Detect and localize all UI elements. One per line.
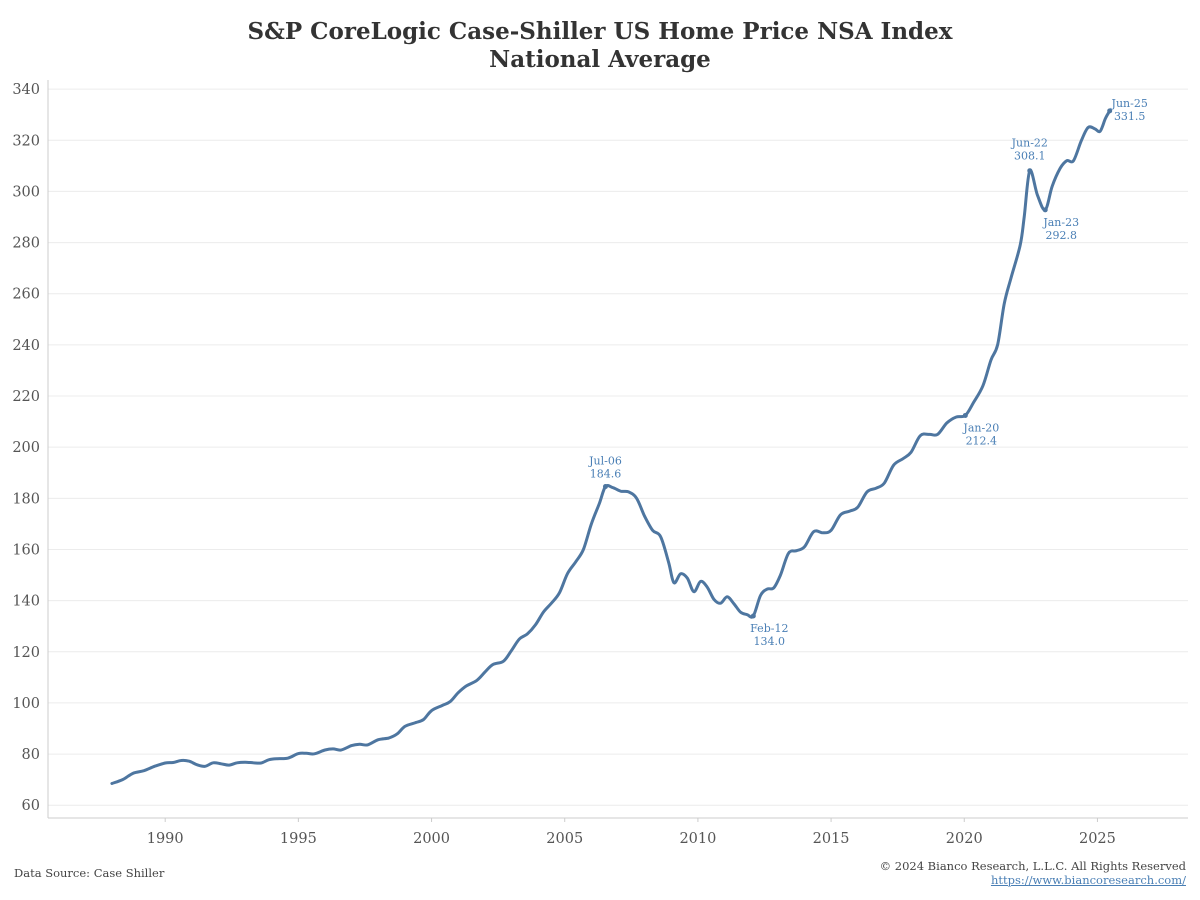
x-tick-label: 2000 [413,831,450,847]
grid-layer [48,88,1188,806]
y-tick-label: 300 [12,184,40,200]
y-tick-label: 120 [12,645,40,661]
y-tick-label: 180 [12,491,40,507]
y-tick-label: 320 [12,133,40,149]
annotation-value: 212.4 [966,434,998,447]
line-layer [110,109,1112,785]
series-line [110,109,1112,785]
chart-title: S&P CoreLogic Case-Shiller US Home Price… [247,18,953,45]
x-tick-label: 2010 [679,831,716,847]
chart-subtitle: National Average [489,46,711,73]
x-tick-label: 2005 [546,831,583,847]
x-tick-label: 1995 [280,831,317,847]
annotation-date: Jan-23 [1042,216,1079,229]
annotation-value: 292.8 [1045,229,1077,242]
annotation-date: Jul-06 [588,455,622,468]
x-tick-label: 2025 [1079,831,1116,847]
annotation-value: 331.5 [1114,110,1146,123]
annotation-value: 308.1 [1014,150,1046,163]
y-tick-label: 260 [12,287,40,303]
annotation-marker [750,613,756,619]
y-tick-label: 200 [12,440,40,456]
annotation-marker [602,484,608,490]
annotation-marker [962,412,968,418]
annotation-date: Feb-12 [750,622,788,635]
annotation-marker [1107,108,1113,114]
annotation-marker [1027,168,1033,174]
copyright-label: © 2024 Bianco Research, L.L.C. All Right… [879,859,1186,873]
annotation-layer: Jul-06184.6Feb-12134.0Jan-20212.4Jun-223… [588,97,1148,648]
annotation-date: Jan-20 [962,421,999,434]
website-link[interactable]: https://www.biancoresearch.com/ [990,873,1186,887]
y-tick-label: 280 [12,236,40,252]
annotation-date: Jun-25 [1111,97,1148,110]
y-tick-label: 340 [12,82,40,98]
x-tick-label: 2020 [946,831,983,847]
y-tick-label: 160 [12,542,40,558]
y-tick-label: 140 [12,594,40,610]
y-tick-label: 80 [22,747,40,763]
y-tick-label: 60 [22,798,40,814]
annotation-value: 134.0 [754,635,786,648]
annotation-date: Jun-22 [1011,137,1048,150]
y-tick-label: 100 [12,696,40,712]
data-source-label: Data Source: Case Shiller [14,866,165,880]
y-tick-label: 220 [12,389,40,405]
x-tick-label: 1990 [147,831,184,847]
y-tick-label: 240 [12,338,40,354]
annotation-value: 184.6 [590,468,622,481]
axis-layer: 60 80 100 120 140 160 180 200 220 240 260 280 300 320… [12,80,1188,847]
annotation-marker [1042,207,1048,213]
x-tick-label: 2015 [813,831,850,847]
